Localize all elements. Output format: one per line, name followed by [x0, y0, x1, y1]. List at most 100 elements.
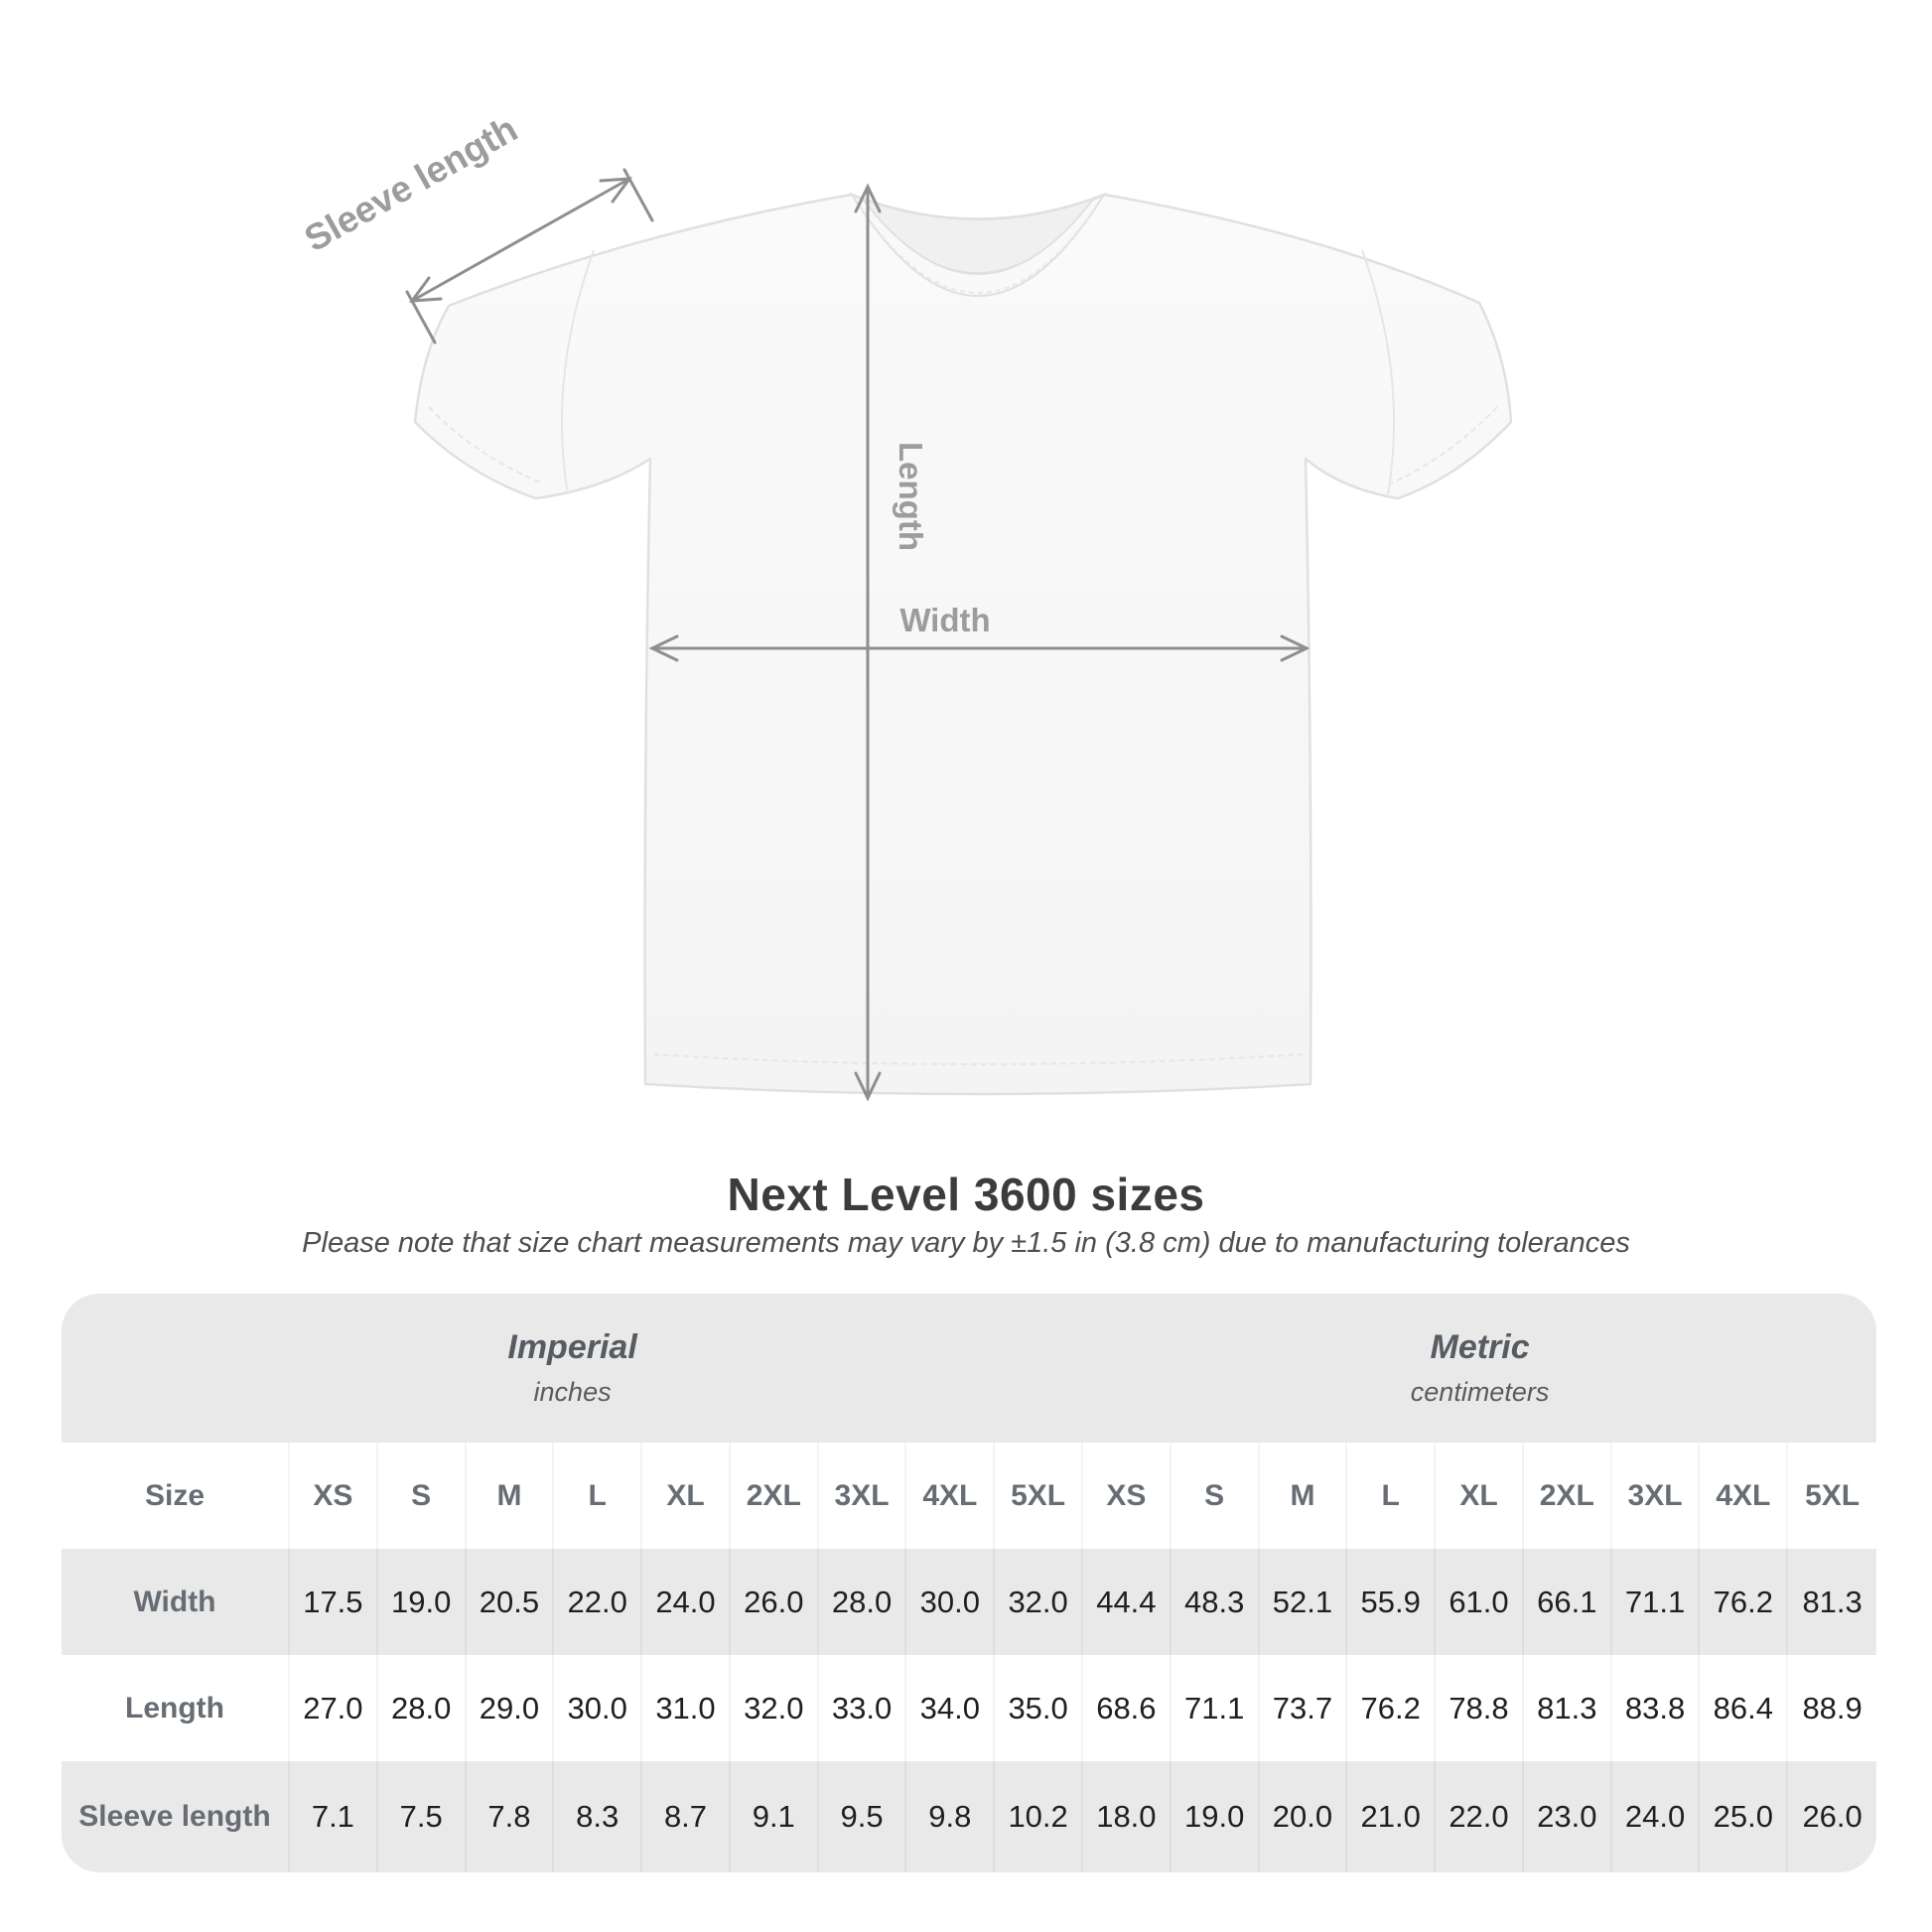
sleeve-value-cell: 10.2 — [995, 1761, 1083, 1872]
sleeve-value-cell: 22.0 — [1436, 1761, 1524, 1872]
size-column-header: 2XL — [1524, 1443, 1612, 1549]
sleeve-value-cell: 9.5 — [819, 1761, 907, 1872]
size-header-cell: Size — [62, 1443, 290, 1549]
length-value-cell: 28.0 — [378, 1655, 467, 1761]
sleeve-value-cell: 8.3 — [554, 1761, 643, 1872]
tshirt-armhole-seam-right — [1361, 249, 1396, 495]
length-value-cell: 33.0 — [819, 1655, 907, 1761]
length-value-cell: 73.7 — [1260, 1655, 1348, 1761]
size-column-header: XS — [290, 1443, 378, 1549]
size-column-header: 4XL — [1700, 1443, 1789, 1549]
tshirt-armhole-seam-left — [560, 249, 595, 495]
tshirt-outline — [413, 193, 1513, 1096]
sleeve-value-cell: 8.7 — [642, 1761, 731, 1872]
length-value-cell: 32.0 — [731, 1655, 819, 1761]
size-column-header: S — [1172, 1443, 1260, 1549]
size-column-header: XS — [1083, 1443, 1172, 1549]
sleeve-length-dimension — [405, 168, 654, 345]
sleeve-value-cell: 7.8 — [467, 1761, 555, 1872]
width-value-cell: 55.9 — [1347, 1549, 1437, 1655]
sleeve-row-label: Sleeve length — [62, 1761, 290, 1872]
size-column-header: 3XL — [1612, 1443, 1701, 1549]
sleeve-value-cell: 9.8 — [906, 1761, 996, 1872]
width-row: Width 17.5 19.0 20.5 22.0 24.0 26.0 28.0… — [62, 1549, 1876, 1655]
sleeve-value-cell: 7.1 — [290, 1761, 378, 1872]
sleeve-value-cell: 21.0 — [1347, 1761, 1437, 1872]
length-value-cell: 31.0 — [642, 1655, 731, 1761]
tshirt-cuff-stitch-right — [1390, 406, 1498, 484]
size-column-header: M — [467, 1443, 555, 1549]
length-value-cell: 27.0 — [290, 1655, 378, 1761]
length-value-cell: 88.9 — [1802, 1690, 1863, 1725]
imperial-header: Imperial inches — [62, 1294, 1083, 1443]
length-value-cell: 29.0 — [467, 1655, 555, 1761]
size-column-header: M — [1260, 1443, 1348, 1549]
size-table: Imperial inches Metric centimeters Size … — [62, 1294, 1876, 1872]
width-value-cell: 44.4 — [1083, 1549, 1172, 1655]
sleeve-value-cell: 19.0 — [1172, 1761, 1260, 1872]
length-value-cell: 83.8 — [1612, 1655, 1701, 1761]
width-value-cell: 30.0 — [906, 1549, 996, 1655]
length-value-cell: 30.0 — [554, 1655, 643, 1761]
width-dimension — [648, 634, 1311, 662]
size-column-header: L — [1347, 1443, 1437, 1549]
sleeve-value-cell: 25.0 — [1700, 1761, 1789, 1872]
length-row: Length 27.0 28.0 29.0 30.0 31.0 32.0 33.… — [62, 1655, 1876, 1761]
width-value-cell: 48.3 — [1172, 1549, 1260, 1655]
width-label: Width — [899, 602, 990, 638]
size-column-header: S — [378, 1443, 467, 1549]
width-value-cell: 17.5 — [290, 1549, 378, 1655]
width-value-cell: 32.0 — [995, 1549, 1083, 1655]
metric-label: Metric — [1430, 1328, 1530, 1366]
sleeve-value-cell: 24.0 — [1612, 1761, 1701, 1872]
sleeve-value-cell: 18.0 — [1083, 1761, 1172, 1872]
size-column-header: XL — [1436, 1443, 1524, 1549]
tshirt-measurement-diagram: Sleeve length Length Width — [298, 108, 1513, 1102]
tolerance-note: Please note that size chart measurements… — [302, 1227, 1630, 1259]
width-row-label: Width — [62, 1549, 290, 1655]
size-column-header: 5XL — [1805, 1478, 1861, 1512]
size-column-header: 5XL — [995, 1443, 1083, 1549]
size-column-header: 4XL — [906, 1443, 996, 1549]
tshirt-collar-band — [849, 192, 1107, 297]
width-value-cell: 19.0 — [378, 1549, 467, 1655]
length-value-cell: 81.3 — [1524, 1655, 1612, 1761]
sleeve-value-cell: 9.1 — [731, 1761, 819, 1872]
width-value-cell: 61.0 — [1436, 1549, 1524, 1655]
sleeve-value-cell: 23.0 — [1524, 1761, 1612, 1872]
size-column-header: 3XL — [819, 1443, 907, 1549]
width-value-cell: 28.0 — [819, 1549, 907, 1655]
width-value-cell: 24.0 — [642, 1549, 731, 1655]
width-value-cell: 71.1 — [1612, 1549, 1701, 1655]
size-column-header: XL — [642, 1443, 731, 1549]
page-title: Next Level 3600 sizes — [727, 1169, 1205, 1220]
width-value-cell: 81.3 — [1802, 1584, 1863, 1619]
width-value-cell: 26.0 — [731, 1549, 819, 1655]
length-value-cell: 76.2 — [1347, 1655, 1437, 1761]
size-column-header: 2XL — [731, 1443, 819, 1549]
width-value-cell: 22.0 — [554, 1549, 643, 1655]
sleeve-length-row: Sleeve length 7.1 7.5 7.8 8.3 8.7 9.1 9.… — [62, 1761, 1876, 1872]
tshirt-collar-stitch — [859, 206, 1097, 294]
imperial-sublabel: inches — [533, 1377, 612, 1407]
length-row-label: Length — [62, 1655, 290, 1761]
width-value-cell: 76.2 — [1700, 1549, 1789, 1655]
length-value-cell: 34.0 — [906, 1655, 996, 1761]
length-value-cell: 71.1 — [1172, 1655, 1260, 1761]
width-value-cell: 52.1 — [1260, 1549, 1348, 1655]
length-dimension — [854, 183, 882, 1102]
tshirt-hem-stitch — [652, 1053, 1304, 1065]
width-value-cell: 20.5 — [467, 1549, 555, 1655]
tshirt-cuff-stitch-left — [428, 406, 544, 484]
sleeve-value-cell: 7.5 — [378, 1761, 467, 1872]
length-value-cell: 86.4 — [1700, 1655, 1789, 1761]
length-value-cell: 78.8 — [1436, 1655, 1524, 1761]
size-column-header: L — [554, 1443, 643, 1549]
sleeve-length-label: Sleeve length — [298, 108, 524, 259]
metric-sublabel: centimeters — [1410, 1377, 1550, 1407]
length-value-cell: 68.6 — [1083, 1655, 1172, 1761]
sleeve-value-cell: 26.0 — [1802, 1799, 1863, 1834]
width-value-cell: 66.1 — [1524, 1549, 1612, 1655]
metric-header: Metric centimeters — [1083, 1294, 1876, 1443]
